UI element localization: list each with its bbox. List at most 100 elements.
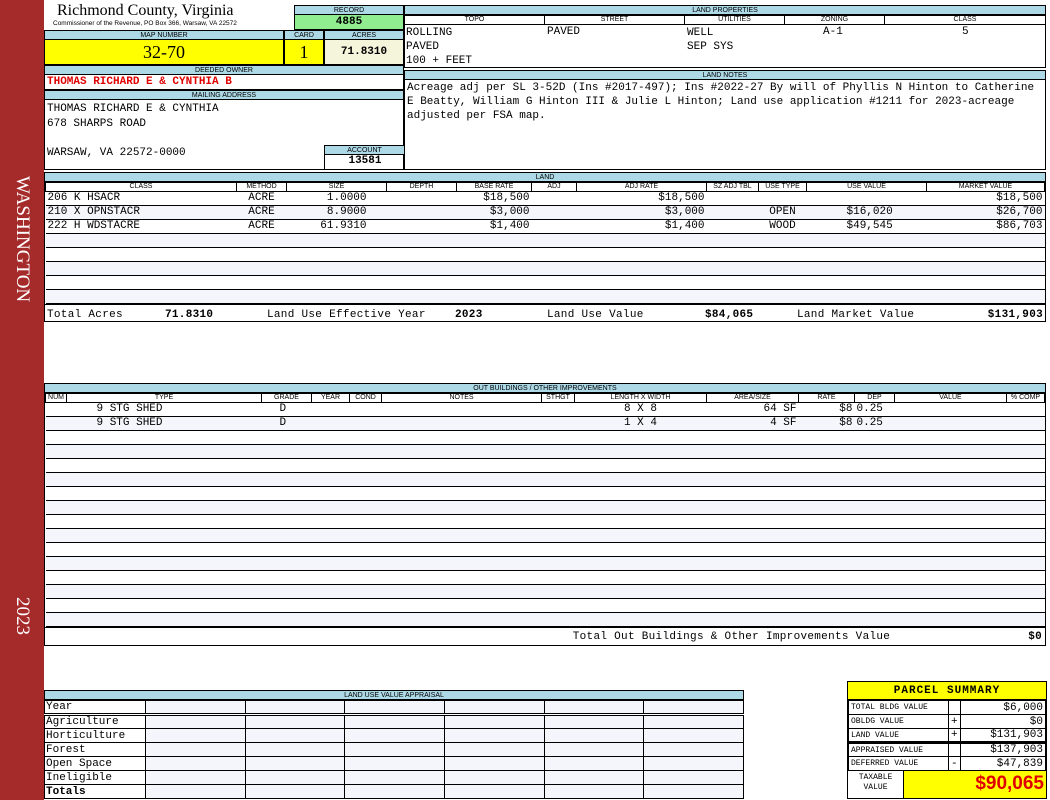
table-cell: $18,500	[456, 191, 532, 206]
table-cell	[66, 472, 262, 487]
table-cell	[349, 528, 382, 543]
table-cell	[574, 458, 707, 473]
table-cell	[854, 528, 895, 543]
table-cell	[854, 486, 895, 501]
column-header: SIZE	[286, 182, 387, 192]
table-row	[45, 261, 1045, 276]
table-cell: $49,545	[806, 219, 927, 234]
page-subtitle: Commissioner of the Revenue, PO Box 366,…	[53, 20, 237, 27]
table-row	[45, 289, 1045, 304]
table-cell	[344, 784, 445, 799]
table-cell	[531, 205, 577, 220]
table-cell	[798, 430, 855, 445]
table-cell	[456, 233, 532, 248]
table-cell: ACRE	[236, 191, 287, 206]
table-cell	[66, 584, 262, 599]
table-cell	[706, 219, 759, 234]
table-cell	[66, 486, 262, 501]
table-cell	[574, 556, 707, 571]
table-cell	[574, 444, 707, 459]
summary-label: APPRAISED VALUE	[848, 742, 949, 757]
table-cell	[1006, 556, 1045, 571]
table-cell	[45, 261, 237, 276]
table-cell	[261, 584, 312, 599]
table-cell	[854, 570, 895, 585]
table-cell	[706, 233, 759, 248]
table-cell	[758, 275, 807, 290]
table-cell	[1006, 472, 1045, 487]
table-cell	[311, 486, 350, 501]
table-cell	[806, 247, 927, 262]
table-cell: ACRE	[236, 205, 287, 220]
table-cell	[66, 556, 262, 571]
table-cell	[543, 756, 645, 771]
table-row: Forest	[44, 742, 744, 757]
table-cell	[311, 542, 350, 557]
table-cell	[706, 528, 799, 543]
table-cell	[798, 528, 855, 543]
table-row: Year	[44, 700, 744, 716]
table-cell	[1006, 444, 1045, 459]
column-header: USE TYPE	[758, 182, 807, 192]
mailing-address: THOMAS RICHARD E & CYNTHIA 678 SHARPS RO…	[44, 100, 405, 170]
table-cell	[381, 458, 542, 473]
table-cell	[45, 472, 67, 487]
effective-year-label: Land Use Effective Year	[267, 308, 426, 321]
table-cell	[311, 584, 350, 599]
total-acres-label: Total Acres	[47, 308, 123, 321]
table-cell	[576, 261, 707, 276]
summary-operator: +	[948, 714, 961, 729]
table-cell	[45, 247, 237, 262]
table-cell	[758, 233, 807, 248]
table-cell	[244, 728, 346, 743]
table-cell	[286, 233, 387, 248]
table-cell	[541, 598, 575, 613]
taxable-value: $90,065	[904, 771, 1046, 798]
table-cell	[574, 472, 707, 487]
column-header: % COMP	[1006, 393, 1045, 403]
table-cell: 1.0000	[286, 191, 387, 206]
column-header: DEPTH	[386, 182, 457, 192]
column-header: NOTES	[381, 393, 542, 403]
table-cell	[543, 728, 645, 743]
table-cell	[344, 756, 445, 771]
table-cell	[349, 584, 382, 599]
table-cell	[443, 770, 545, 785]
table-cell	[443, 756, 545, 771]
land-market-value-label: Land Market Value	[797, 308, 915, 321]
record-box: RECORD 4885	[294, 5, 404, 30]
table-cell	[236, 275, 287, 290]
table-cell	[1006, 402, 1045, 417]
table-cell	[806, 261, 927, 276]
table-cell	[541, 514, 575, 529]
table-cell	[576, 233, 707, 248]
table-cell	[894, 556, 1007, 571]
table-cell: 222 H WDSTACRE	[45, 219, 237, 234]
zoning-value: A-1	[823, 26, 843, 38]
table-cell	[1006, 584, 1045, 599]
table-cell	[381, 514, 542, 529]
column-header: COND	[349, 393, 382, 403]
table-cell	[45, 486, 67, 501]
table-cell	[66, 514, 262, 529]
table-cell	[244, 784, 346, 799]
table-cell	[349, 542, 382, 557]
summary-row: TOTAL BLDG VALUE $6,000	[848, 700, 1046, 715]
table-cell	[894, 528, 1007, 543]
table-cell: $8	[798, 402, 855, 417]
table-cell	[45, 275, 237, 290]
table-cell	[798, 444, 855, 459]
table-cell	[45, 542, 67, 557]
table-cell	[926, 289, 1045, 304]
column-header: BASE RATE	[456, 182, 532, 192]
table-row: 9 STG SHED D 8 X 8 64 SF $8 0.25	[45, 402, 1045, 417]
table-cell	[456, 247, 532, 262]
column-header: ADJ	[531, 182, 577, 192]
table-cell	[344, 714, 445, 729]
table-cell: 210 X OPNSTACR	[45, 205, 237, 220]
table-cell	[286, 261, 387, 276]
table-cell: $1,400	[456, 219, 532, 234]
table-cell	[541, 556, 575, 571]
summary-value: $0	[960, 714, 1046, 729]
table-cell	[1006, 416, 1045, 431]
